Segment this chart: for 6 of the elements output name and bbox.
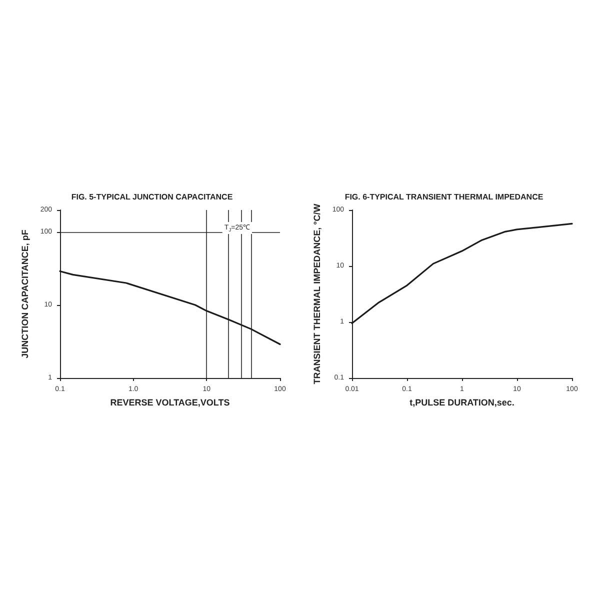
chart-title: FIG. 6-TYPICAL TRANSIENT THERMAL IMPEDANCE [344,192,544,202]
x-axis-title: REVERSE VOLTAGE,VOLTS [110,398,230,408]
x-axis-title: t,PULSE DURATION,sec. [410,398,514,408]
chart-title: FIG. 5-TYPICAL JUNCTION CAPACITANCE [71,192,234,202]
y-axis-title: JUNCTION CAPACITANCE, pF [20,229,30,358]
y-axis-title: TRANSIENT THERMAL IMPEDANCE, °C/W [312,203,322,384]
